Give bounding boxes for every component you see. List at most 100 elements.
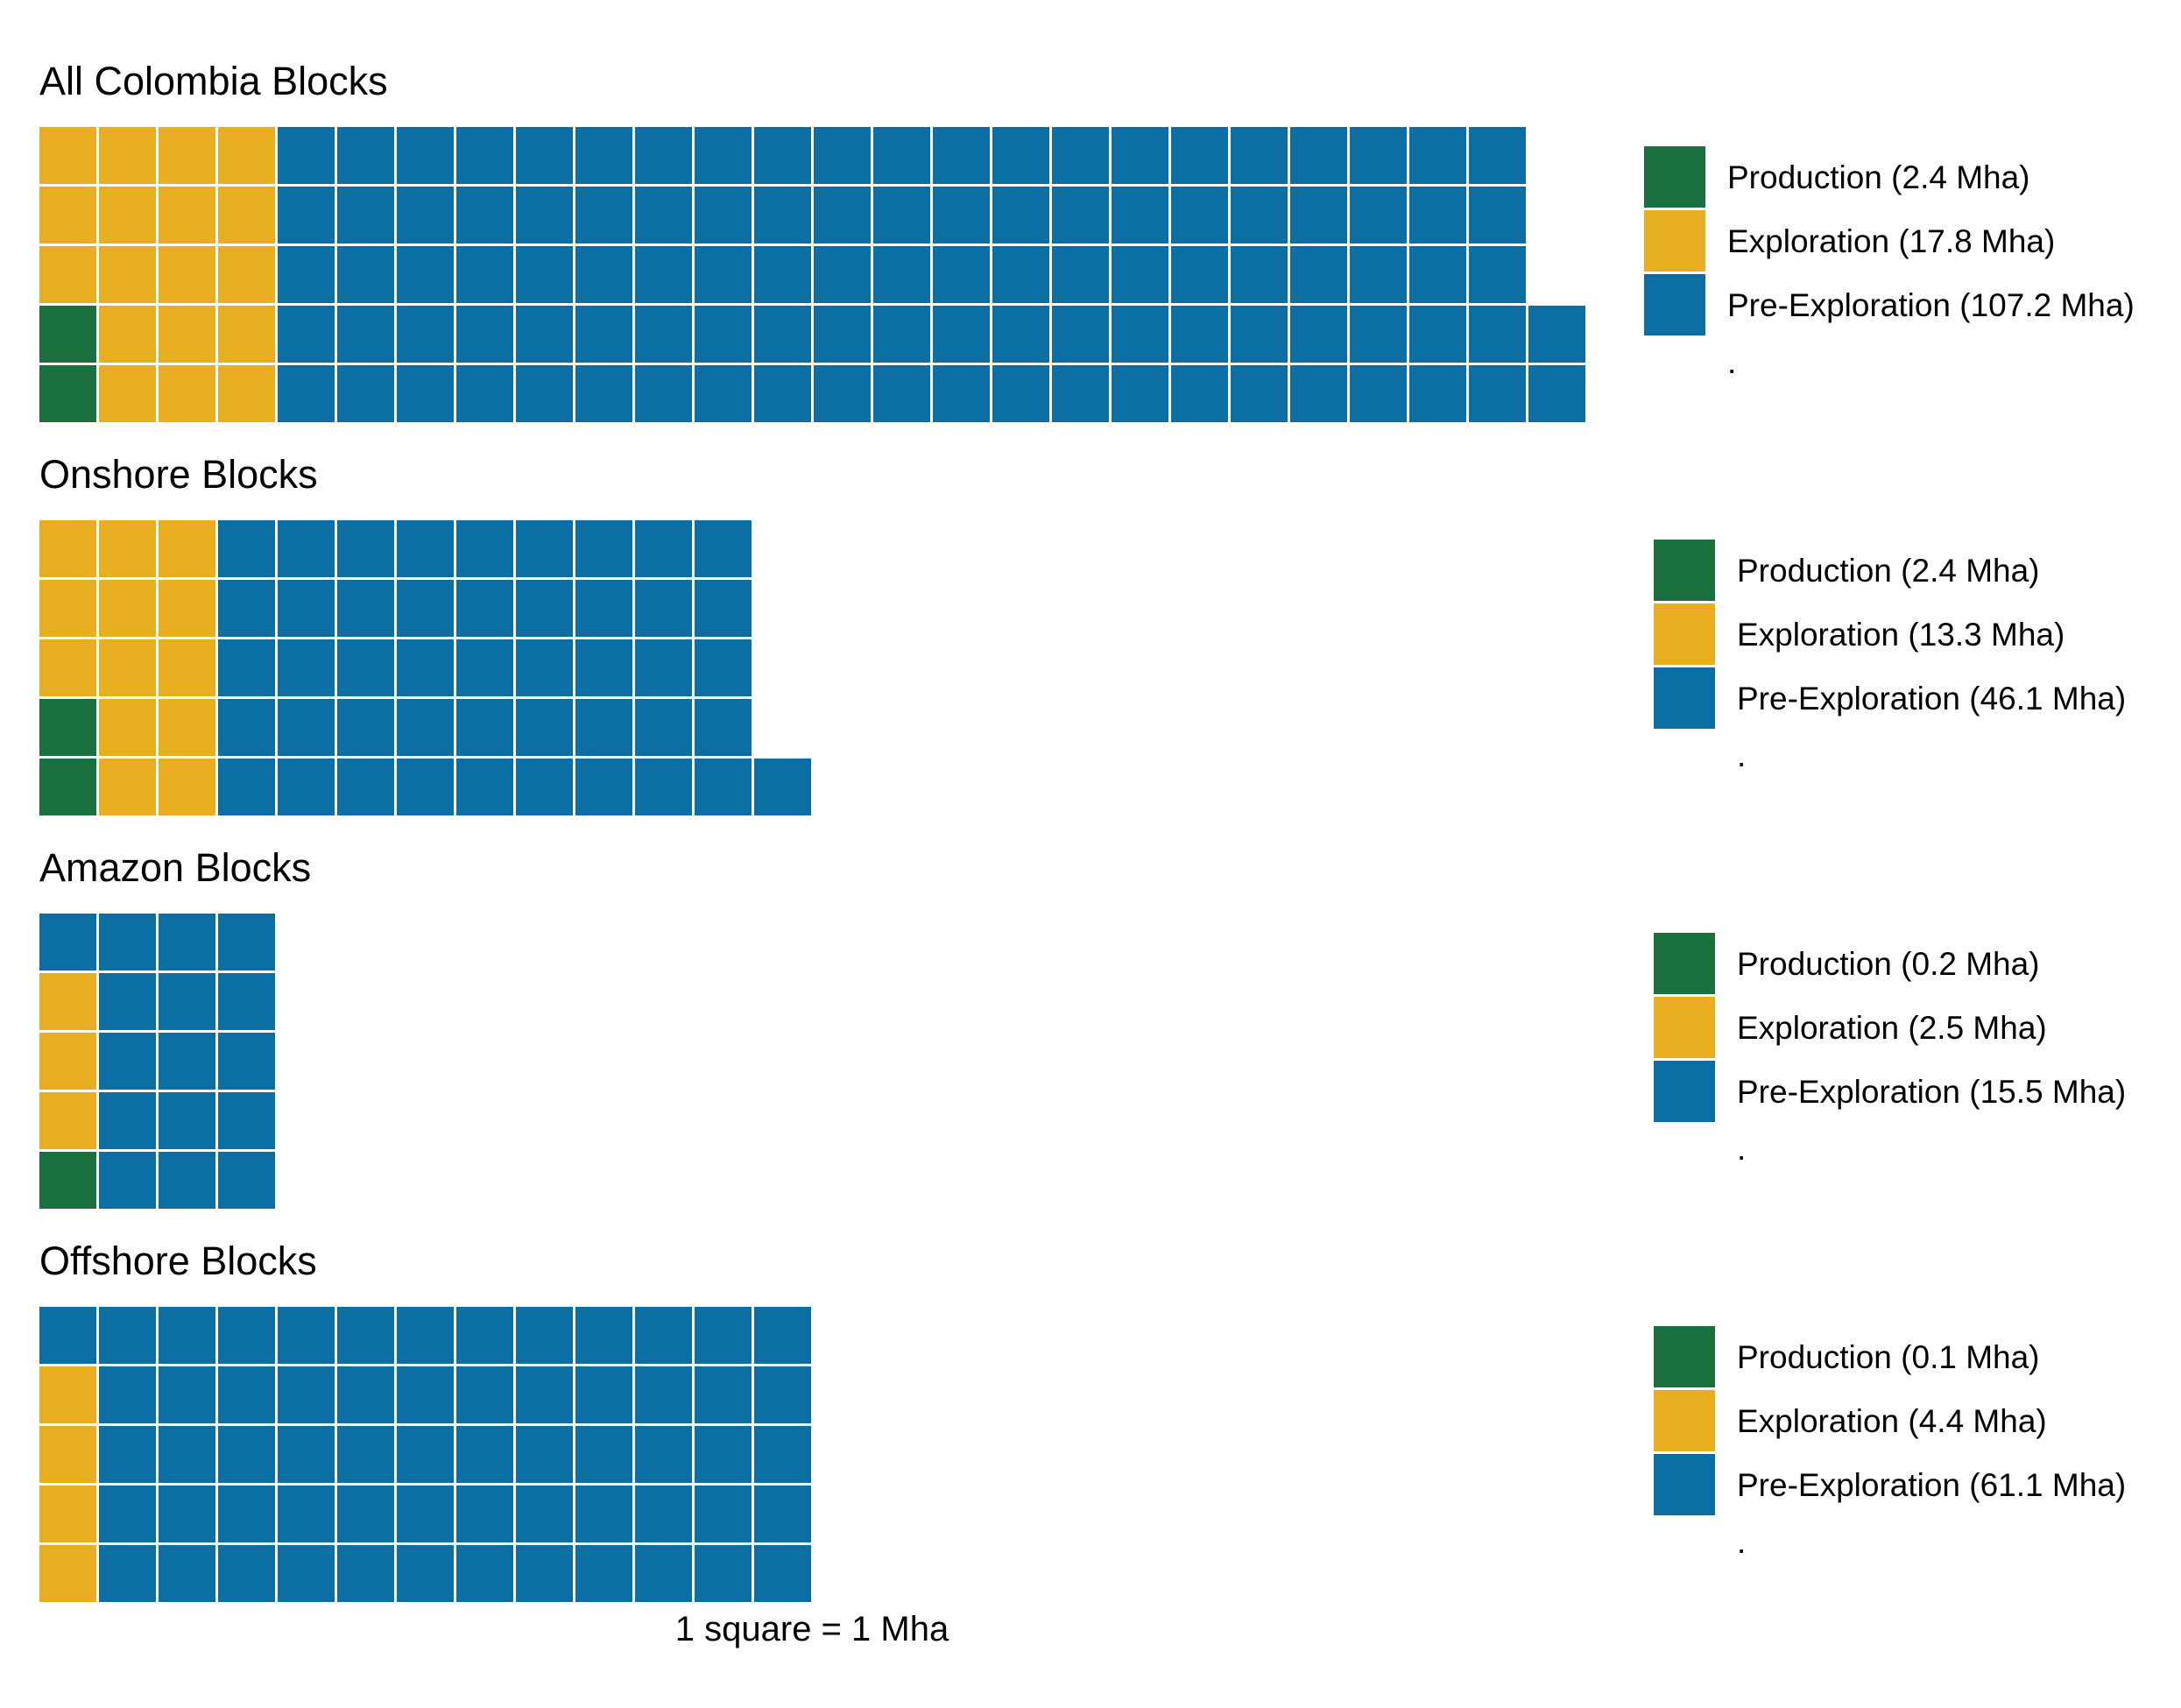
waffle-square-pre-exploration: [1052, 187, 1109, 243]
waffle-square-pre-exploration: [516, 365, 573, 422]
waffle-square-pre-exploration: [695, 699, 752, 756]
waffle-square-pre-exploration: [1112, 246, 1168, 303]
legend-swatch-production: [1654, 540, 1715, 601]
waffle-square-pre-exploration: [575, 1486, 632, 1542]
waffle-square-exploration: [99, 639, 156, 696]
waffle-square-pre-exploration: [754, 246, 811, 303]
waffle-square-pre-exploration: [159, 1033, 215, 1090]
waffle-square-pre-exploration: [218, 1486, 275, 1542]
legend-swatch-pre-exploration: [1654, 1454, 1715, 1515]
waffle-square-exploration: [99, 365, 156, 422]
legend-extra-entry: .: [1737, 1524, 1746, 1560]
waffle-square-pre-exploration: [754, 1426, 811, 1483]
waffle-square-pre-exploration: [397, 187, 454, 243]
waffle-square-pre-exploration: [635, 520, 692, 577]
waffle-square-pre-exploration: [1350, 365, 1407, 422]
legend-label-pre-exploration: Pre-Exploration (107.2 Mha): [1727, 287, 2135, 323]
legend-label-production: Production (0.1 Mha): [1737, 1339, 2040, 1375]
waffle-square-exploration: [39, 973, 96, 1030]
waffle-square-pre-exploration: [397, 306, 454, 363]
waffle-square-pre-exploration: [1290, 187, 1347, 243]
waffle-square-pre-exploration: [933, 187, 990, 243]
waffle-square-pre-exploration: [1231, 306, 1288, 363]
waffle-panel-offshore-blocks: Offshore Blocks Production (0.1 Mha) Explo…: [39, 1239, 2126, 1602]
waffle-square-pre-exploration: [456, 1545, 513, 1602]
waffle-square-pre-exploration: [99, 1152, 156, 1209]
waffle-square-pre-exploration: [159, 914, 215, 970]
waffle-square-exploration: [99, 306, 156, 363]
waffle-square-pre-exploration: [1112, 306, 1168, 363]
waffle-square-pre-exploration: [635, 306, 692, 363]
waffle-square-pre-exploration: [456, 1426, 513, 1483]
waffle-square-pre-exploration: [218, 1545, 275, 1602]
waffle-square-pre-exploration: [933, 127, 990, 184]
waffle-square-pre-exploration: [933, 306, 990, 363]
waffle-square-pre-exploration: [1231, 187, 1288, 243]
waffle-square-pre-exploration: [1171, 246, 1228, 303]
waffle-square-pre-exploration: [337, 187, 394, 243]
waffle-square-pre-exploration: [1350, 187, 1407, 243]
waffle-square-pre-exploration: [873, 306, 930, 363]
waffle-square-pre-exploration: [992, 187, 1049, 243]
panel-title: Onshore Blocks: [39, 452, 318, 497]
waffle-square-pre-exploration: [635, 1486, 692, 1542]
panel-title: Offshore Blocks: [39, 1239, 317, 1283]
waffle-square-pre-exploration: [635, 1545, 692, 1602]
waffle-square-pre-exploration: [278, 1545, 335, 1602]
waffle-square-pre-exploration: [337, 127, 394, 184]
legend-swatch-exploration: [1654, 997, 1715, 1058]
waffle-square-pre-exploration: [397, 699, 454, 756]
waffle-square-pre-exploration: [933, 365, 990, 422]
waffle-square-pre-exploration: [814, 246, 871, 303]
waffle-square-exploration: [99, 520, 156, 577]
waffle-square-pre-exploration: [1112, 127, 1168, 184]
waffle-square-pre-exploration: [1528, 365, 1585, 422]
waffle-square-pre-exploration: [456, 365, 513, 422]
waffle-square-pre-exploration: [218, 1033, 275, 1090]
waffle-square-pre-exploration: [337, 699, 394, 756]
legend-label-production: Production (0.2 Mha): [1737, 946, 2040, 982]
waffle-square-pre-exploration: [456, 127, 513, 184]
waffle-square-exploration: [159, 699, 215, 756]
waffle-square-pre-exploration: [933, 246, 990, 303]
waffle-square-exploration: [39, 580, 96, 637]
waffle-square-exploration: [218, 246, 275, 303]
legend-extra-entry: .: [1737, 738, 1746, 773]
waffle-square-pre-exploration: [575, 580, 632, 637]
waffle-square-pre-exploration: [218, 1092, 275, 1149]
waffle-square-pre-exploration: [397, 759, 454, 815]
waffle-square-pre-exploration: [99, 1486, 156, 1542]
waffle-square-pre-exploration: [575, 1545, 632, 1602]
waffle-square-pre-exploration: [278, 127, 335, 184]
waffle-square-pre-exploration: [1409, 127, 1466, 184]
waffle-square-exploration: [218, 365, 275, 422]
waffle-square-exploration: [159, 365, 215, 422]
waffle-square-pre-exploration: [1409, 306, 1466, 363]
waffle-square-exploration: [218, 127, 275, 184]
waffle-square-pre-exploration: [99, 1426, 156, 1483]
waffle-square-pre-exploration: [695, 1426, 752, 1483]
waffle-square-pre-exploration: [397, 580, 454, 637]
waffle-square-pre-exploration: [635, 1307, 692, 1364]
waffle-square-pre-exploration: [99, 1033, 156, 1090]
waffle-square-pre-exploration: [397, 1307, 454, 1364]
waffle-square-pre-exploration: [278, 1366, 335, 1423]
waffle-square-exploration: [159, 306, 215, 363]
waffle-square-pre-exploration: [754, 306, 811, 363]
waffle-square-pre-exploration: [39, 914, 96, 970]
waffle-square-pre-exploration: [575, 1366, 632, 1423]
waffle-square-pre-exploration: [397, 365, 454, 422]
waffle-square-exploration: [39, 127, 96, 184]
waffle-square-pre-exploration: [754, 187, 811, 243]
legend-label-pre-exploration: Pre-Exploration (46.1 Mha): [1737, 681, 2126, 716]
legend-swatch-production: [1654, 933, 1715, 994]
waffle-square-pre-exploration: [873, 365, 930, 422]
waffle-square-pre-exploration: [695, 365, 752, 422]
waffle-square-pre-exploration: [218, 1366, 275, 1423]
chart-caption: 1 square = 1 Mha: [675, 1610, 949, 1648]
waffle-square-pre-exploration: [1112, 365, 1168, 422]
waffle-square-pre-exploration: [337, 1366, 394, 1423]
waffle-square-pre-exploration: [516, 1366, 573, 1423]
waffle-square-pre-exploration: [754, 365, 811, 422]
